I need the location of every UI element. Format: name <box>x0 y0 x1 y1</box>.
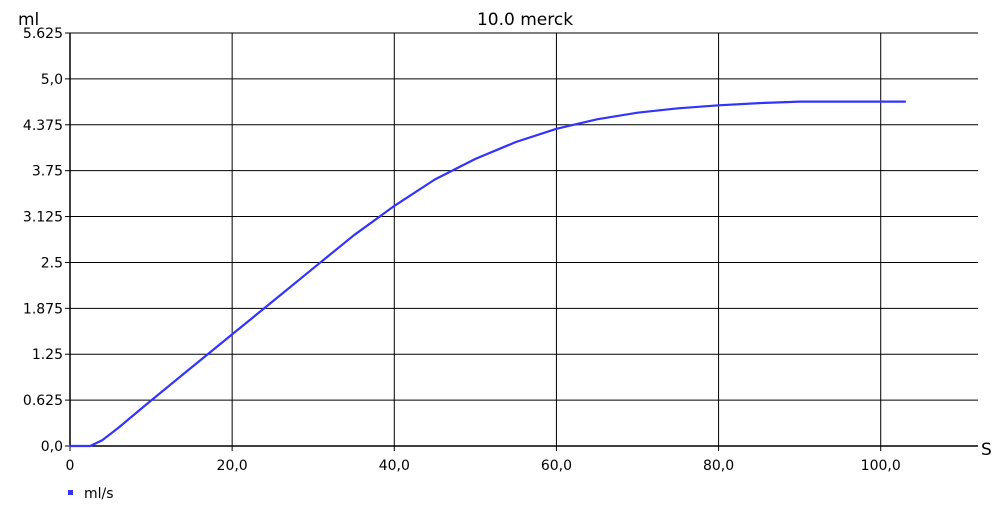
x-tick-label: 80,0 <box>703 458 734 474</box>
chart-title: 10.0 merck <box>477 10 573 30</box>
legend-label: ml/s <box>84 486 114 502</box>
y-tick-label: 0.625 <box>23 393 63 409</box>
y-tick-label: 1.25 <box>32 347 63 363</box>
x-tick-label: 100,0 <box>861 458 901 474</box>
y-tick-label: 3.75 <box>32 164 63 180</box>
series-line <box>68 100 907 448</box>
legend-marker <box>68 490 73 495</box>
series-layer <box>68 100 907 448</box>
y-axis-unit-label: ml <box>18 10 39 30</box>
x-tick-label: 0 <box>66 458 75 474</box>
x-tick-label: 40,0 <box>379 458 410 474</box>
x-tick-label: 20,0 <box>217 458 248 474</box>
x-tick-label: 60,0 <box>541 458 572 474</box>
y-tick-label: 3.125 <box>23 210 63 226</box>
tick-labels: 0,0 0.625 1.25 1.875 2.5 3.125 3.75 4.375 5,0 5.6… <box>23 26 901 474</box>
y-tick-label: 0,0 <box>41 439 63 455</box>
y-tick-label: 1.875 <box>23 301 63 317</box>
y-tick-label: 5,0 <box>41 72 63 88</box>
axes <box>65 32 978 451</box>
y-tick-label: 5.625 <box>23 26 63 42</box>
grid <box>70 32 978 447</box>
y-tick-label: 4.375 <box>23 118 63 134</box>
legend: ml/s <box>68 486 114 502</box>
y-tick-label: 2.5 <box>41 255 63 271</box>
x-axis-unit-label: S <box>981 440 992 460</box>
